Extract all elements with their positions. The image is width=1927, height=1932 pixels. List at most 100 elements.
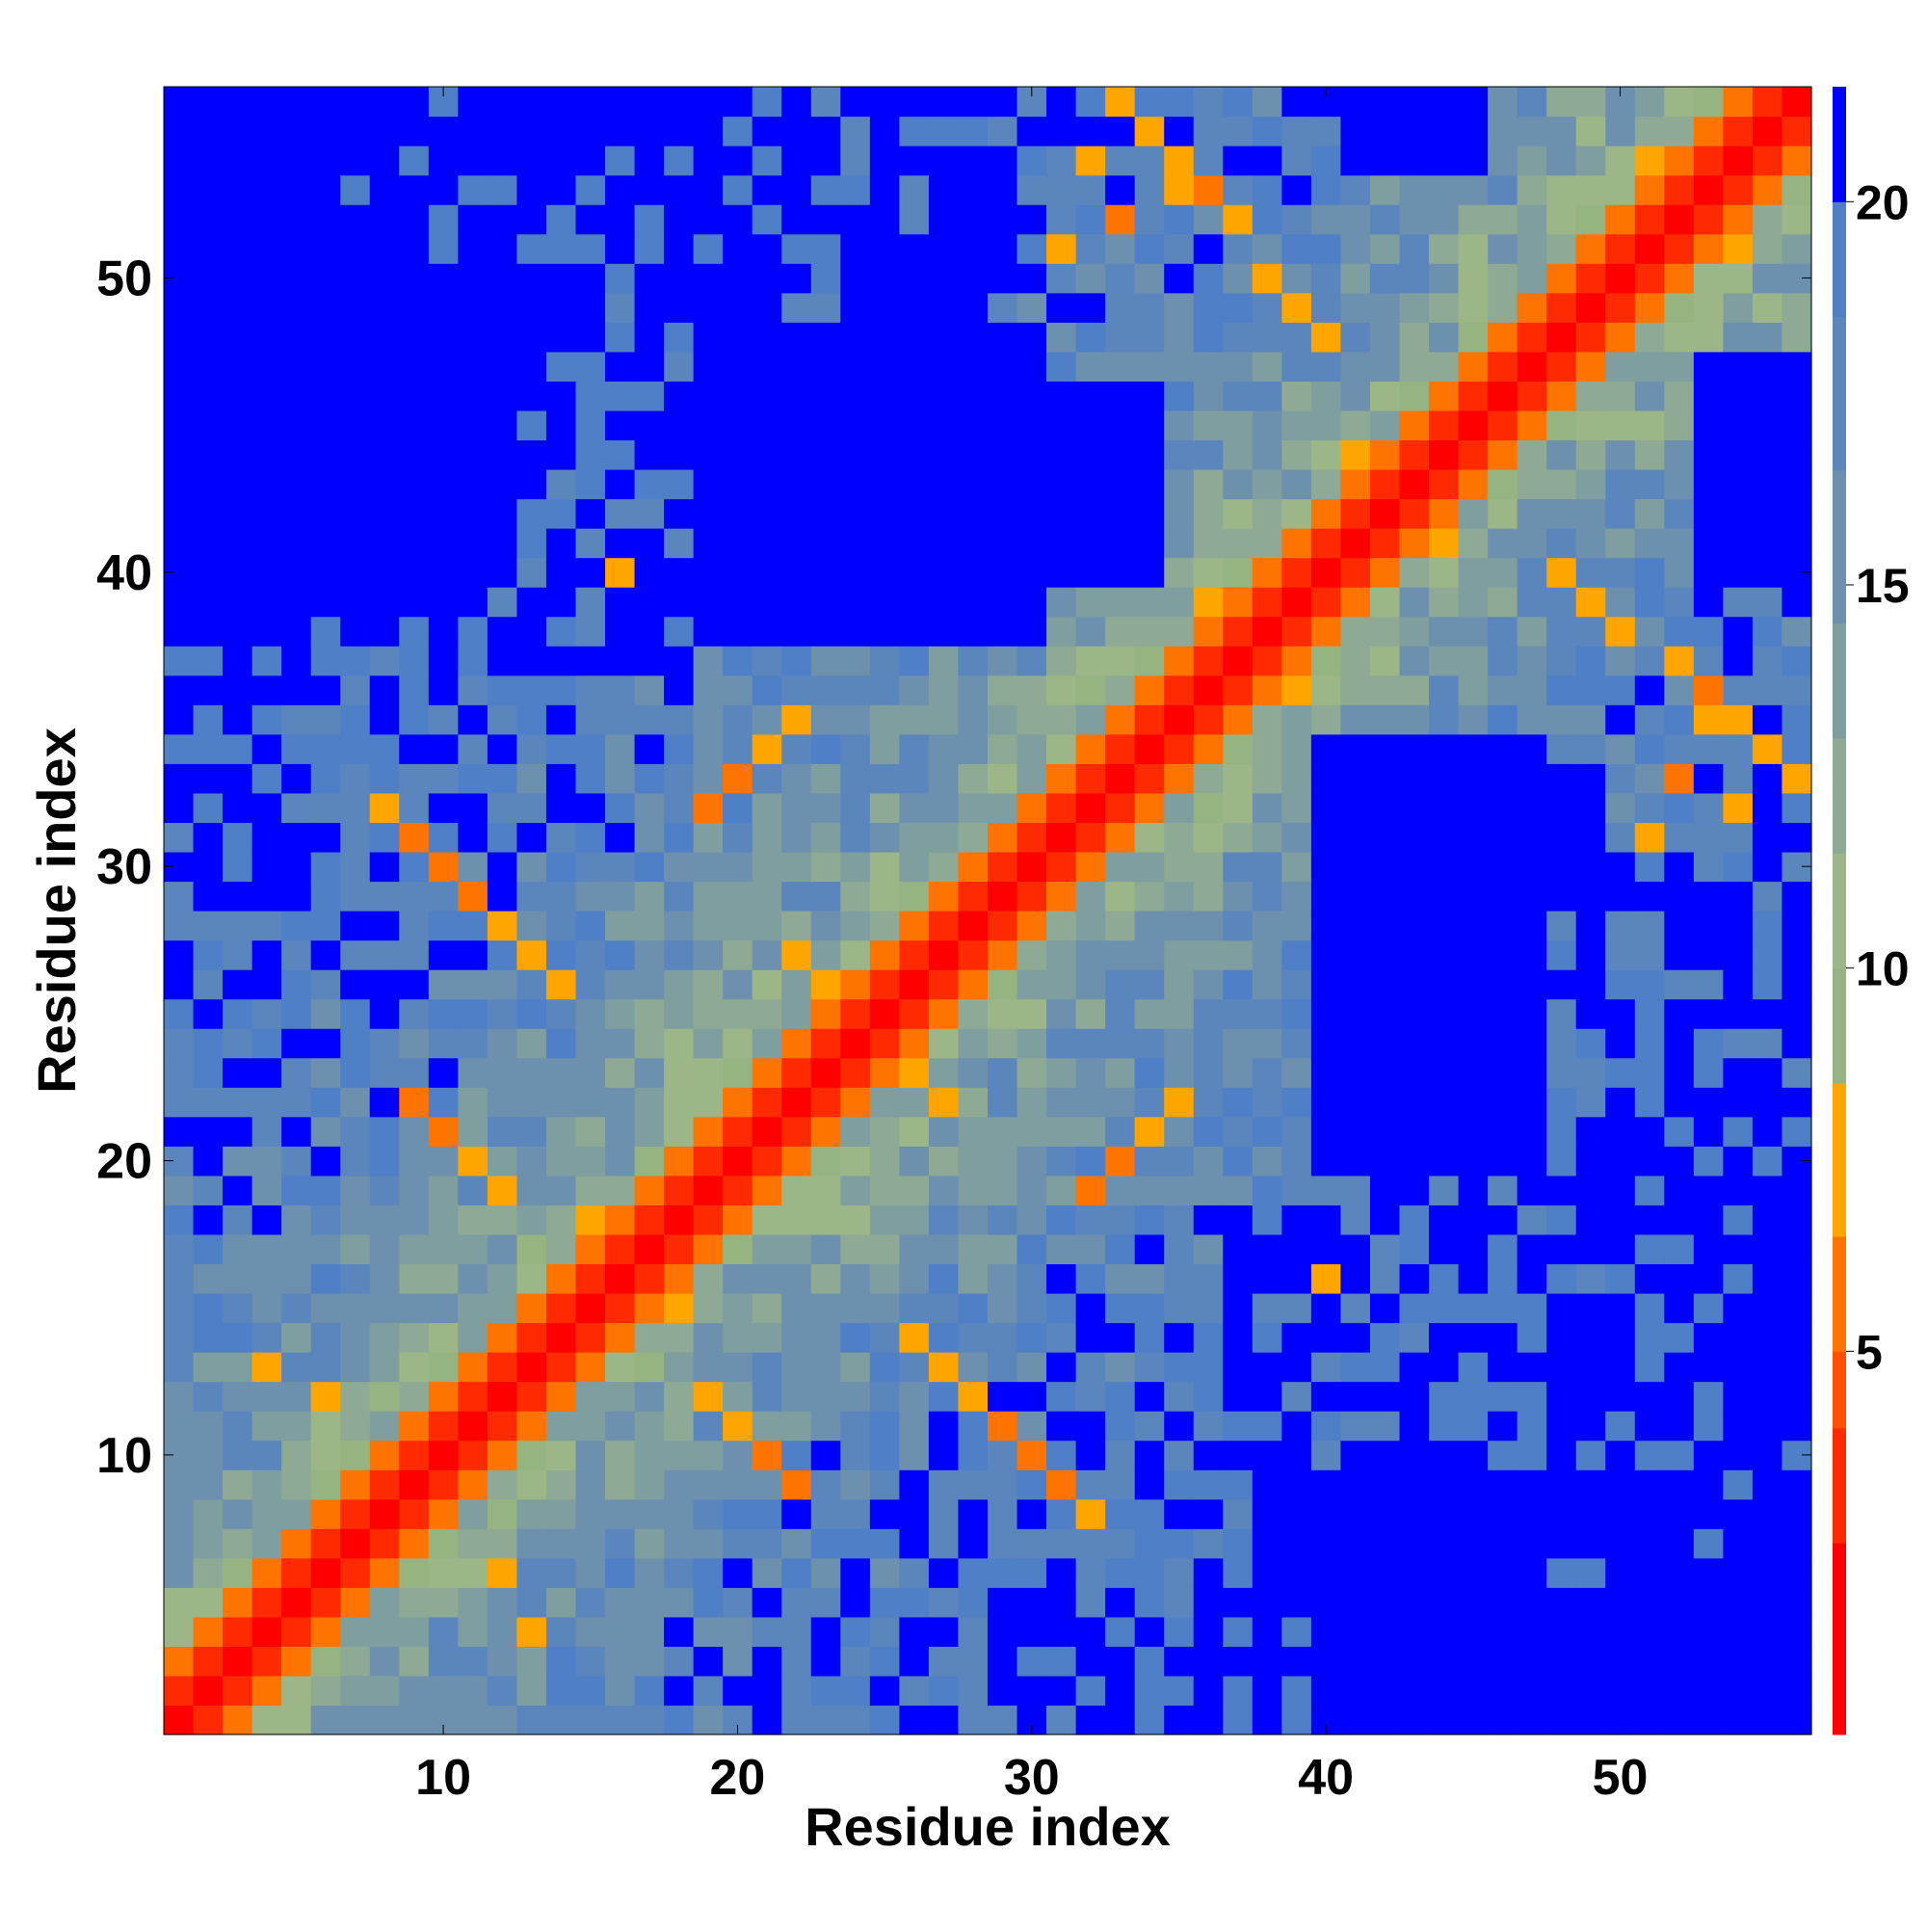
heatmap-cell [281, 998, 312, 1029]
heatmap-cell [810, 646, 841, 676]
heatmap-cell [1252, 822, 1282, 853]
heatmap-cell [545, 1322, 577, 1353]
heatmap-cell [693, 381, 724, 411]
heatmap-cell [1223, 528, 1254, 559]
heatmap-cell [164, 174, 195, 205]
heatmap-cell [1605, 557, 1636, 588]
heatmap-cell [516, 646, 547, 676]
heatmap-cell [1693, 498, 1724, 529]
heatmap-cell [516, 1057, 547, 1088]
heatmap-cell [810, 263, 841, 294]
heatmap-cell [840, 351, 871, 382]
heatmap-cell [1723, 1616, 1754, 1647]
heatmap-cell [1488, 1204, 1518, 1235]
heatmap-cell [899, 1233, 930, 1265]
heatmap-cell [1488, 116, 1518, 146]
heatmap-cell [1310, 1498, 1342, 1529]
heatmap-cell [1281, 763, 1312, 794]
heatmap-cell [693, 1087, 724, 1118]
heatmap-cell [899, 557, 930, 588]
heatmap-cell [664, 116, 695, 146]
heatmap-cell [928, 1087, 960, 1118]
heatmap-cell [1575, 528, 1606, 559]
heatmap-cell [1193, 911, 1224, 941]
heatmap-cell [693, 1469, 724, 1500]
heatmap-cell [193, 881, 224, 912]
heatmap-cell [988, 1087, 1018, 1118]
heatmap-cell [928, 498, 960, 529]
heatmap-cell [781, 557, 812, 588]
heatmap-cell [1458, 881, 1489, 912]
heatmap-cell [664, 557, 695, 588]
heatmap-cell [810, 1146, 841, 1177]
heatmap-cell [1575, 263, 1606, 294]
heatmap-cell [575, 1028, 606, 1059]
heatmap-cell [1693, 1498, 1724, 1529]
heatmap-cell [693, 704, 724, 735]
heatmap-cell [723, 646, 753, 676]
heatmap-cell [1164, 233, 1195, 264]
heatmap-cell [545, 940, 577, 970]
heatmap-cell [810, 1057, 841, 1088]
heatmap-cell [428, 146, 459, 176]
heatmap-cell [1252, 468, 1282, 500]
heatmap-cell [605, 146, 636, 176]
heatmap-cell [1634, 468, 1665, 500]
heatmap-cell [840, 87, 871, 118]
heatmap-cell [1164, 1469, 1195, 1500]
heatmap-cell [1752, 1469, 1783, 1500]
heatmap-cell [1369, 1675, 1401, 1707]
heatmap-cell [693, 1557, 724, 1588]
heatmap-cell [928, 940, 960, 970]
heatmap-cell [1458, 1292, 1489, 1324]
heatmap-cell [1517, 911, 1547, 941]
heatmap-cell [281, 292, 312, 323]
heatmap-cell [545, 116, 577, 146]
heatmap-cell [869, 1675, 900, 1707]
heatmap-cell [487, 1175, 518, 1205]
heatmap-cell [545, 1352, 577, 1383]
heatmap-cell [634, 1469, 665, 1500]
heatmap-cell [310, 1146, 341, 1177]
heatmap-cell [1223, 1646, 1254, 1677]
heatmap-cell [1752, 174, 1783, 205]
heatmap-cell [1164, 587, 1195, 618]
heatmap-cell [340, 528, 371, 559]
heatmap-cell [310, 940, 341, 970]
heatmap-cell [193, 1675, 224, 1707]
heatmap-cell [193, 1705, 224, 1735]
heatmap-cell [369, 1411, 400, 1442]
heatmap-cell [1164, 911, 1195, 941]
heatmap-cell [458, 410, 488, 441]
heatmap-cell [369, 763, 400, 794]
heatmap-cell [1517, 233, 1547, 264]
heatmap-cell [1281, 528, 1312, 559]
heatmap-cell [958, 233, 989, 264]
heatmap-cell [193, 410, 224, 441]
heatmap-cell [605, 1204, 636, 1235]
heatmap-cell [899, 87, 930, 118]
heatmap-cell [1429, 1381, 1460, 1412]
heatmap-cell [1369, 616, 1401, 647]
heatmap-cell [1164, 468, 1195, 500]
heatmap-cell [1134, 646, 1165, 676]
heatmap-cell [487, 1322, 518, 1353]
heatmap-cell [752, 1587, 782, 1618]
heatmap-cell [1488, 1675, 1518, 1707]
heatmap-cell [1723, 381, 1754, 411]
heatmap-cell [516, 498, 547, 529]
heatmap-cell [1752, 704, 1783, 735]
heatmap-cell [1252, 911, 1282, 941]
heatmap-cell [869, 675, 900, 705]
heatmap-cell [1281, 1675, 1312, 1707]
heatmap-cell [1016, 468, 1047, 500]
heatmap-cell [1693, 1028, 1724, 1059]
heatmap-cell [1134, 528, 1165, 559]
heatmap-cell [1782, 940, 1812, 970]
heatmap-cell [575, 1087, 606, 1118]
heatmap-cell [1252, 1381, 1282, 1412]
heatmap-cell [223, 969, 253, 1000]
heatmap-cell [164, 1675, 195, 1707]
heatmap-cell [545, 587, 577, 618]
heatmap-cell [988, 1146, 1018, 1177]
